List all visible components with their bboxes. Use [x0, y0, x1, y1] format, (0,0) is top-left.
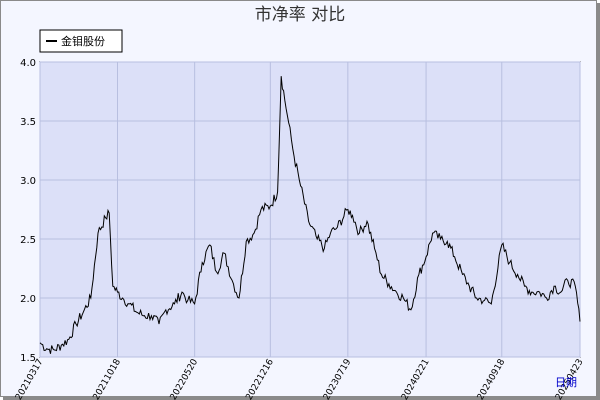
- plot-area: [39, 61, 581, 358]
- y-tick-label: 1.5: [20, 353, 36, 364]
- x-tick-label: 20240918: [476, 357, 508, 400]
- y-axis-ticks: 1.5 2.0 2.5 3.0 3.5 4.0: [20, 58, 36, 364]
- chart-title: 市净率 对比: [255, 5, 345, 25]
- x-tick-label: 20221216: [244, 357, 276, 400]
- legend-box: [39, 29, 123, 53]
- frame-shadow-right: [597, 3, 600, 400]
- x-tick-label: 20211018: [92, 357, 124, 400]
- frame-shadow-bottom: [3, 397, 600, 400]
- series-line-jinmu: [39, 76, 581, 354]
- x-axis-label: 日期: [555, 376, 577, 389]
- y-tick-label: 2.0: [20, 294, 36, 305]
- y-tick-label: 4.0: [20, 58, 36, 69]
- x-tick-label: 20230719: [322, 357, 354, 400]
- y-tick-label: 2.5: [20, 235, 36, 246]
- x-tick-label: 20240221: [400, 358, 432, 400]
- y-tick-label: 3.5: [20, 117, 36, 128]
- y-tick-label: 3.0: [20, 176, 36, 187]
- x-tick-label: 20220520: [169, 357, 201, 400]
- grid-lines: [39, 61, 581, 358]
- x-axis-ticks: 20210317 20211018 20220520 20221216 20230719…: [14, 357, 586, 400]
- legend-label: 金钼股份: [61, 34, 105, 48]
- legend: 金钼股份: [39, 29, 123, 53]
